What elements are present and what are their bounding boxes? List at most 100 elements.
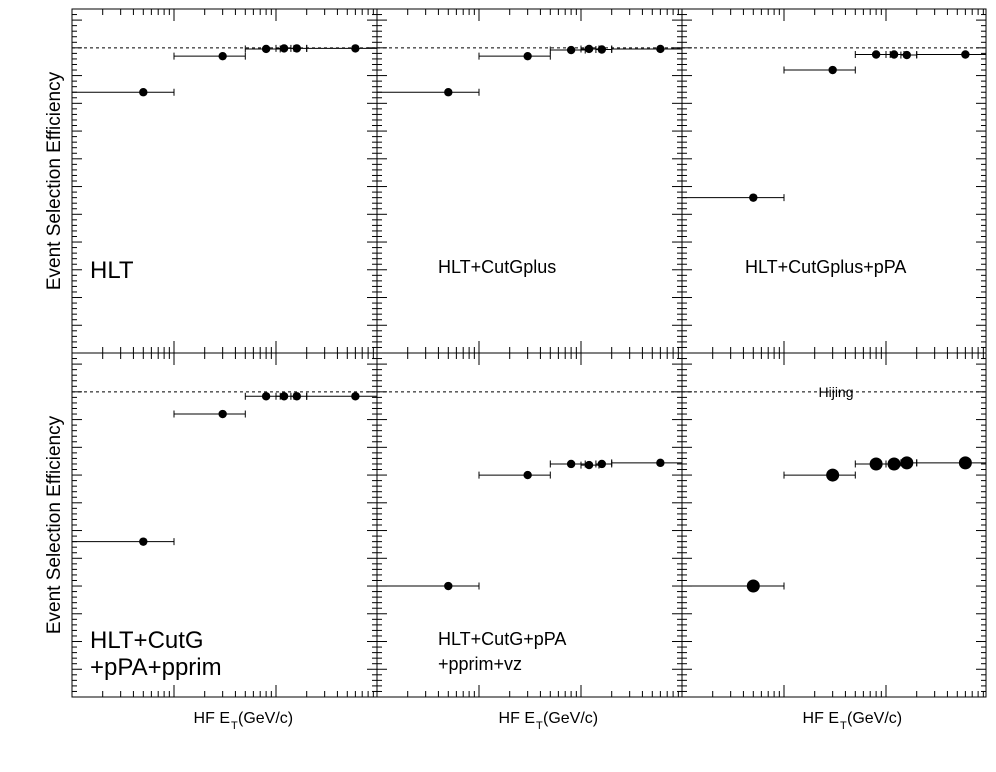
data-marker: [566, 45, 576, 55]
data-point: [682, 193, 785, 202]
data-point: [854, 50, 891, 59]
data-marker: [351, 392, 360, 401]
x-axis-label-unit: (GeV/c): [238, 710, 293, 727]
data-point: [173, 409, 246, 419]
data-marker: [887, 457, 901, 471]
panel-frame: [376, 8, 683, 354]
panel-top-right: HLT+CutGplus+pPA: [681, 8, 987, 354]
data-marker: [869, 457, 883, 471]
panel-top-left: HLT: [71, 8, 378, 354]
panel-label: HLT+CutGplus+pPA: [745, 257, 906, 277]
data-marker: [218, 409, 227, 419]
data-point: [72, 88, 175, 97]
y-ticks: [377, 358, 682, 692]
data-marker: [656, 44, 665, 54]
panel-label: HLT: [90, 257, 134, 284]
data-marker: [139, 88, 148, 97]
data-marker: [566, 459, 576, 469]
data-marker: [444, 581, 453, 591]
panel-label: +pprim+vz: [438, 654, 522, 674]
data-point: [611, 44, 682, 54]
panel-bottom-left: HLT+CutG+pPA+pprim: [71, 352, 378, 698]
panel-label: HLT+CutG: [90, 627, 204, 654]
data-marker: [279, 392, 289, 401]
data-point: [900, 50, 918, 60]
data-marker: [261, 44, 271, 54]
y-ticks: [72, 14, 377, 348]
data-point: [783, 468, 856, 482]
data-marker: [139, 537, 148, 546]
data-marker: [218, 51, 227, 61]
data-marker: [351, 44, 360, 53]
panel-frame: [681, 8, 987, 354]
x-axis-label-main: HF E: [499, 710, 535, 727]
data-point: [900, 456, 918, 470]
x-axis-label-unit: (GeV/c): [847, 710, 902, 727]
panel-bottom-right: Hijing: [681, 352, 987, 698]
panel-label: HLT+CutG+pPA: [438, 629, 566, 649]
x-ticks: [712, 353, 984, 697]
data-marker: [749, 193, 758, 202]
x-axis-label-right: HF E T (GeV/c): [803, 710, 903, 732]
data-marker: [597, 45, 607, 54]
x-axis-label-unit: (GeV/c): [543, 710, 598, 727]
panel-label: HLT+CutGplus: [438, 257, 556, 277]
data-marker: [656, 458, 665, 468]
data-point: [173, 51, 246, 61]
x-axis-label-middle: HF E T (GeV/c): [499, 710, 599, 732]
data-point: [549, 459, 586, 469]
data-marker: [889, 50, 899, 59]
panel-frame: [681, 352, 987, 698]
x-ticks: [407, 353, 679, 697]
data-marker: [444, 88, 453, 97]
data-point: [611, 458, 682, 468]
x-axis-label-subscript: T: [231, 720, 238, 732]
x-axis-label-main: HF E: [194, 710, 230, 727]
data-point: [478, 470, 551, 480]
data-point: [306, 44, 377, 53]
panel-label: +pPA+pprim: [90, 654, 222, 681]
data-point: [916, 456, 986, 470]
panel-bottom-middle: HLT+CutG+pPA +pprim+vz: [376, 352, 683, 698]
data-marker: [902, 50, 912, 60]
y-ticks: [682, 14, 986, 348]
data-marker: [746, 579, 760, 593]
data-marker: [826, 468, 840, 482]
data-marker: [584, 460, 594, 470]
x-axis-label-left: HF E T (GeV/c): [194, 710, 294, 732]
data-point: [72, 537, 175, 546]
y-ticks: [72, 358, 377, 692]
data-marker: [292, 392, 302, 401]
x-axis-label-main: HF E: [803, 710, 839, 727]
data-marker: [597, 459, 607, 469]
data-point: [549, 45, 586, 55]
data-point: [478, 51, 551, 61]
data-point: [854, 457, 891, 471]
panel-annotation: Hijing: [818, 384, 853, 400]
data-point: [290, 44, 308, 53]
data-point: [244, 44, 281, 54]
x-ticks: [407, 9, 679, 353]
data-marker: [584, 44, 594, 54]
data-point: [377, 581, 480, 591]
data-marker: [261, 392, 271, 401]
data-marker: [871, 50, 881, 59]
x-ticks: [102, 9, 374, 353]
data-marker: [828, 65, 837, 75]
x-axis-label-subscript: T: [536, 720, 543, 732]
data-marker: [961, 50, 970, 59]
data-point: [306, 392, 377, 401]
data-point: [290, 392, 308, 401]
x-ticks: [102, 353, 374, 697]
x-ticks: [712, 9, 984, 353]
data-marker: [958, 456, 972, 470]
data-marker: [900, 456, 914, 470]
panel-frame: [71, 8, 378, 354]
data-marker: [523, 51, 532, 61]
data-point: [916, 50, 986, 59]
data-marker: [523, 470, 532, 480]
data-point: [244, 392, 281, 401]
y-axis-label-top: Event Selection Efficiency: [44, 71, 65, 290]
y-ticks: [682, 358, 986, 692]
y-axis-label-bottom: Event Selection Efficiency: [44, 415, 65, 634]
